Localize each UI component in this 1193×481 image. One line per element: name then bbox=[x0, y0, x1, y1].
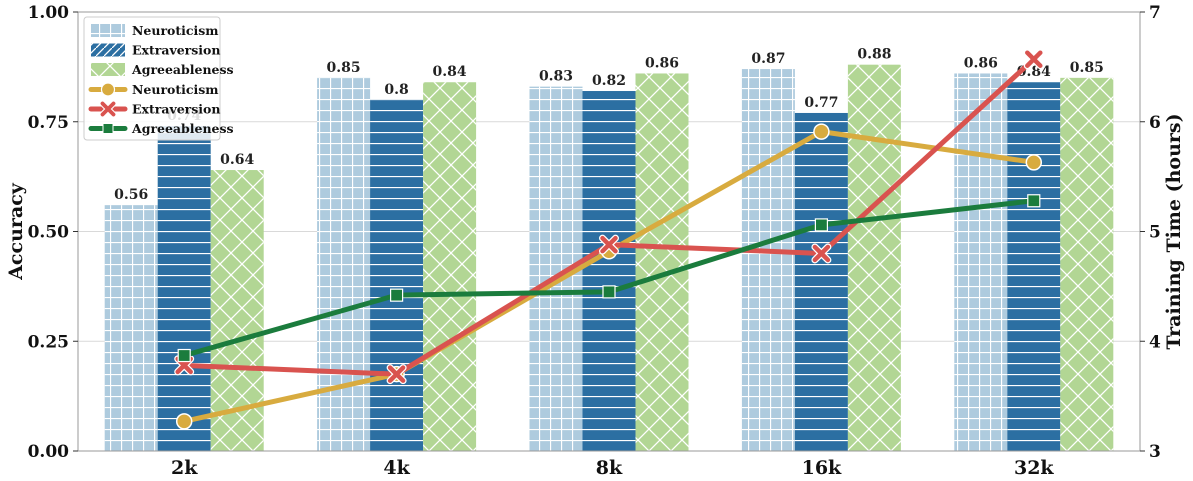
x-tick-label-32k: 32k bbox=[1014, 457, 1054, 479]
marker-agreeableness-2k bbox=[177, 348, 191, 363]
legend: Neuroticism Extraversion Agreeableness Neur… bbox=[83, 16, 234, 141]
legend-entry-line-agreeableness: Agreeableness bbox=[88, 121, 234, 136]
bars bbox=[104, 64, 1114, 452]
y-tick-label: 1.00 bbox=[28, 3, 70, 23]
legend-label: Extraversion bbox=[132, 102, 220, 117]
x-tick-label-2k: 2k bbox=[171, 457, 198, 479]
y-tick-label: 0.00 bbox=[28, 442, 70, 462]
bar-hatch bbox=[741, 69, 795, 451]
bar-hatch bbox=[794, 112, 848, 451]
bar-label-agreeableness-32k: 0.85 bbox=[1070, 60, 1104, 76]
bar-label-extraversion-16k: 0.77 bbox=[804, 95, 838, 111]
bar-label-agreeableness-2k: 0.64 bbox=[220, 152, 254, 168]
bar-label-neuroticism-4k: 0.85 bbox=[327, 60, 361, 76]
legend-label: Neuroticism bbox=[132, 23, 219, 38]
bar-label-neuroticism-8k: 0.83 bbox=[539, 69, 573, 85]
bar-hatch bbox=[423, 82, 477, 452]
bar-hatch bbox=[370, 99, 424, 452]
y-tick-label: 0.50 bbox=[28, 223, 70, 243]
training-time-lines bbox=[174, 49, 1044, 430]
bar-label-neuroticism-16k: 0.87 bbox=[751, 51, 785, 67]
bar-hatch bbox=[635, 73, 689, 452]
legend-label: Agreeableness bbox=[131, 121, 234, 136]
legend-entry-bar-extraversion: Extraversion bbox=[91, 43, 220, 58]
y-tick-label: 0.25 bbox=[28, 332, 69, 352]
marker-agreeableness-32k bbox=[1027, 194, 1041, 208]
marker-extraversion-16k bbox=[811, 243, 832, 264]
marker-extraversion-32k bbox=[1023, 49, 1044, 70]
y2-tick-label: 5 bbox=[1149, 223, 1161, 243]
bar-hatch bbox=[104, 205, 158, 451]
y-axis-label: Accuracy bbox=[5, 182, 27, 281]
y2-tick-label: 6 bbox=[1149, 113, 1161, 133]
bar-label-neuroticism-32k: 0.86 bbox=[964, 55, 998, 71]
axes: 0.00 0.25 0.50 0.75 1.00 3 4 5 6 7 2k 4k 8k 16k 32k Acc… bbox=[5, 3, 1185, 479]
marker-agreeableness-16k bbox=[814, 218, 829, 232]
bar-hatch bbox=[1007, 82, 1061, 452]
legend-entry-line-extraversion: Extraversion bbox=[88, 100, 220, 118]
y2-axis-label: Training Time (hours) bbox=[1163, 113, 1185, 349]
bar-label-extraversion-8k: 0.82 bbox=[592, 73, 626, 89]
y2-tick-label: 3 bbox=[1149, 442, 1161, 462]
y2-tick-label: 4 bbox=[1149, 332, 1161, 352]
x-tick-label-8k: 8k bbox=[596, 457, 623, 479]
legend-label: Extraversion bbox=[132, 43, 220, 58]
bar-label-agreeableness-16k: 0.88 bbox=[857, 47, 891, 63]
x-tick-label-16k: 16k bbox=[802, 457, 842, 479]
bar-hatch bbox=[317, 77, 371, 451]
marker-neuroticism-16k bbox=[813, 123, 830, 140]
legend-label: Neuroticism bbox=[132, 82, 219, 97]
bar-hatch bbox=[1060, 77, 1114, 451]
bar-hatch bbox=[582, 91, 636, 452]
x-tick-label-4k: 4k bbox=[383, 457, 410, 479]
marker-neuroticism-32k bbox=[1025, 154, 1043, 171]
legend-entry-line-neuroticism: Neuroticism bbox=[88, 82, 219, 97]
marker-neuroticism-2k bbox=[175, 413, 193, 430]
marker-extraversion-4k bbox=[386, 364, 407, 385]
bar-label-agreeableness-4k: 0.84 bbox=[433, 64, 467, 80]
bar-hatch bbox=[847, 64, 901, 452]
bar-hatch bbox=[954, 73, 1008, 452]
bar-label-agreeableness-8k: 0.86 bbox=[645, 55, 679, 71]
legend-entry-bar-agreeableness: Agreeableness bbox=[91, 62, 234, 77]
marker-agreeableness-8k bbox=[602, 285, 616, 299]
marker-extraversion-8k bbox=[599, 234, 619, 255]
bar-hatch bbox=[157, 126, 211, 451]
marker-agreeableness-4k bbox=[390, 288, 404, 302]
bar-label-extraversion-4k: 0.8 bbox=[384, 82, 408, 98]
legend-entry-bar-neuroticism: Neuroticism bbox=[91, 23, 219, 38]
bar-label-neuroticism-2k: 0.56 bbox=[114, 187, 148, 203]
y-tick-label: 0.75 bbox=[28, 113, 69, 133]
y2-tick-label: 7 bbox=[1149, 3, 1161, 23]
legend-label: Agreeableness bbox=[131, 62, 234, 77]
